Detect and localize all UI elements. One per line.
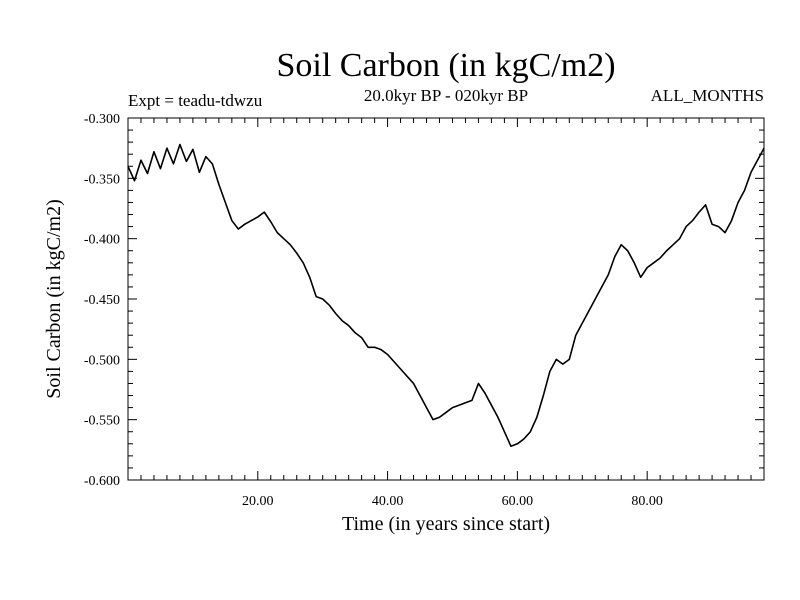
- y-axis-tick-labels: -0.300 -0.350 -0.400 -0.450 -0.500 -0.550 -0.6…: [84, 112, 120, 489]
- y-tick-label: -0.450: [84, 293, 120, 308]
- x-axis-tick-labels: 20.00 40.00 60.00 80.00: [242, 494, 663, 509]
- y-tick-label: -0.550: [84, 414, 120, 429]
- y-axis-ticks: [128, 117, 764, 481]
- x-tick-label: 40.00: [372, 494, 404, 509]
- x-tick-label: 60.00: [502, 494, 534, 509]
- chart-title: Soil Carbon (in kgC/m2): [276, 47, 615, 84]
- y-tick-label: -0.300: [84, 112, 120, 127]
- x-axis-ticks: [140, 118, 765, 480]
- experiment-label: Expt = teadu-tdwzu: [128, 91, 263, 110]
- plot-area: 20.00 40.00 60.00 80.00 -0.300-0.350-0.400-…: [84, 112, 765, 509]
- y-tick-label: -0.500: [84, 353, 120, 368]
- y-tick-label: -0.350: [84, 172, 120, 187]
- series-line-soil-carbon: [127, 143, 765, 448]
- y-axis-label: Soil Carbon (in kgC/m2): [43, 199, 65, 398]
- x-axis-label: Time (in years since start): [342, 513, 550, 535]
- x-tick-label: 80.00: [631, 494, 663, 509]
- period-label: 20.0kyr BP - 020kyr BP: [364, 86, 528, 105]
- y-tick-label: -0.600: [84, 474, 120, 489]
- y-tick-label: -0.400: [84, 233, 120, 248]
- x-tick-label: 20.00: [242, 494, 274, 509]
- months-label: ALL_MONTHS: [651, 86, 764, 105]
